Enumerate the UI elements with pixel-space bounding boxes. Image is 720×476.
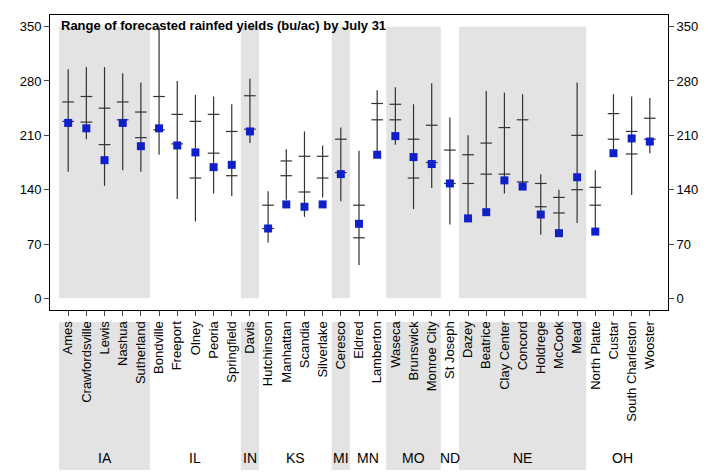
svg-text:South Charleston: South Charleston: [624, 321, 639, 421]
svg-text:Monroe City: Monroe City: [424, 321, 439, 392]
svg-text:0: 0: [34, 291, 41, 306]
svg-text:Brunswick: Brunswick: [406, 321, 421, 381]
svg-text:Peoria: Peoria: [206, 320, 221, 358]
svg-text:Scandia: Scandia: [297, 320, 312, 368]
svg-text:350: 350: [677, 19, 699, 34]
svg-text:Mead: Mead: [569, 321, 584, 354]
svg-text:Hutchinson: Hutchinson: [260, 321, 275, 386]
svg-text:KS: KS: [286, 450, 305, 466]
svg-text:Manhattan: Manhattan: [279, 321, 294, 382]
svg-text:140: 140: [20, 182, 42, 197]
svg-text:ND: ND: [440, 450, 460, 466]
svg-text:Wooster: Wooster: [642, 321, 657, 370]
svg-text:Holdrege: Holdrege: [533, 321, 548, 374]
svg-text:Crawfordsville: Crawfordsville: [79, 321, 94, 403]
svg-text:Waseca: Waseca: [388, 320, 403, 367]
svg-text:Ceresco: Ceresco: [333, 321, 348, 369]
svg-text:Eldred: Eldred: [351, 321, 366, 359]
svg-text:Dazey: Dazey: [460, 321, 475, 358]
svg-text:Lamberton: Lamberton: [369, 321, 384, 383]
svg-text:McCook: McCook: [551, 321, 566, 369]
svg-text:IL: IL: [189, 450, 201, 466]
svg-text:IN: IN: [243, 450, 257, 466]
svg-text:Concord: Concord: [515, 321, 530, 370]
svg-text:Custar: Custar: [606, 321, 621, 360]
svg-text:North Platte: North Platte: [588, 321, 603, 390]
svg-text:Silverlake: Silverlake: [315, 321, 330, 377]
svg-text:210: 210: [677, 128, 699, 143]
svg-text:Sutherland: Sutherland: [133, 321, 148, 384]
svg-text:Nashua: Nashua: [115, 320, 130, 366]
svg-text:MN: MN: [357, 450, 379, 466]
svg-text:Olney: Olney: [188, 321, 203, 355]
svg-text:Beatrice: Beatrice: [478, 321, 493, 369]
svg-text:St Joseph: St Joseph: [442, 321, 457, 379]
svg-text:NE: NE: [513, 450, 532, 466]
svg-text:280: 280: [20, 74, 42, 89]
svg-text:Bondville: Bondville: [151, 321, 166, 374]
svg-text:OH: OH: [612, 450, 633, 466]
svg-text:Freeport: Freeport: [169, 321, 184, 371]
svg-text:MI: MI: [333, 450, 349, 466]
svg-text:0: 0: [677, 291, 684, 306]
svg-text:Lewis: Lewis: [97, 321, 112, 355]
svg-text:MO: MO: [402, 450, 425, 466]
svg-text:Clay Center: Clay Center: [497, 321, 512, 390]
svg-text:Ames: Ames: [60, 321, 75, 355]
svg-text:70: 70: [27, 237, 41, 252]
svg-text:350: 350: [20, 19, 42, 34]
svg-text:IA: IA: [98, 450, 112, 466]
svg-text:210: 210: [20, 128, 42, 143]
svg-text:140: 140: [677, 182, 699, 197]
svg-text:280: 280: [677, 74, 699, 89]
svg-text:Springfield: Springfield: [224, 321, 239, 382]
svg-text:70: 70: [677, 237, 691, 252]
svg-text:Davis: Davis: [242, 321, 257, 354]
svg-text:Range of forecasted rainfed yi: Range of forecasted rainfed yields (bu/a…: [61, 18, 386, 33]
